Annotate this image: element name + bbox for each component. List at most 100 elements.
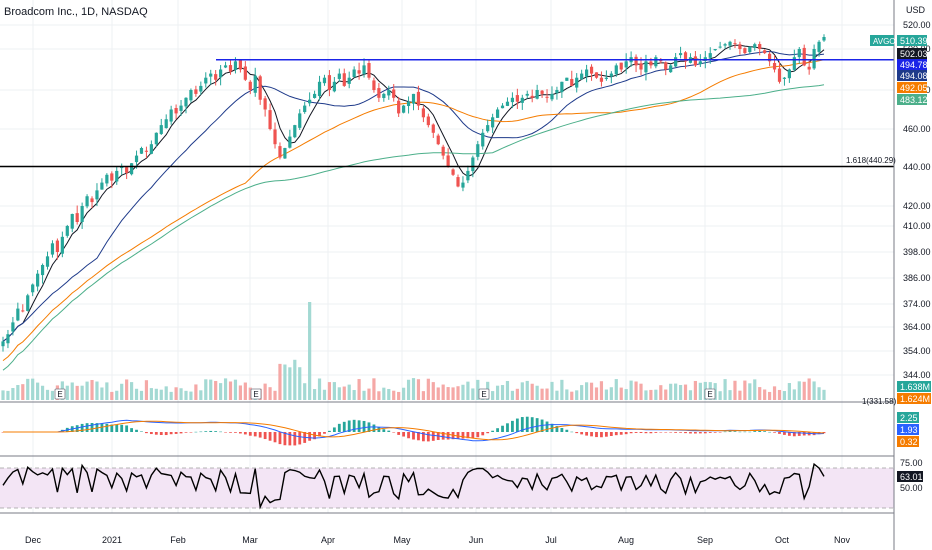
x-tick-label: Nov <box>834 535 851 545</box>
volume-bar <box>456 386 460 400</box>
candle-body <box>110 173 114 181</box>
macd-histogram-bar <box>560 427 564 432</box>
candle-body <box>520 97 524 103</box>
volume-bar <box>792 389 796 400</box>
candle-body <box>293 125 297 138</box>
volume-bar <box>139 390 144 400</box>
volume-bar <box>90 379 94 400</box>
candle-body <box>743 48 747 54</box>
macd-histogram-bar <box>733 431 737 432</box>
volume-bar <box>174 387 178 400</box>
candle-body <box>80 206 84 223</box>
y-tick-label: 420.00 <box>903 201 931 211</box>
candle-body <box>619 62 623 70</box>
macd-histogram-bar <box>773 432 776 433</box>
macd-histogram-bar <box>743 431 747 433</box>
volume-bar <box>75 385 79 400</box>
volume-bar <box>654 389 658 400</box>
volume-bar <box>589 382 594 400</box>
macd-histogram-bar <box>159 432 163 435</box>
candle-body <box>669 65 673 73</box>
volume-bar <box>352 390 356 400</box>
volume-bar <box>100 387 104 400</box>
candle-body <box>486 125 490 132</box>
macd-histogram-bar <box>273 432 277 443</box>
volume-bar <box>377 391 381 400</box>
volume-bar <box>723 379 727 400</box>
macd-histogram-bar <box>234 432 237 433</box>
candle-body <box>649 61 653 66</box>
candle-body <box>317 81 322 97</box>
candle-body <box>763 50 767 54</box>
volume-bar <box>303 383 307 400</box>
price-badge: 494.78 <box>900 60 928 70</box>
volume-bar <box>402 387 406 400</box>
candle-body <box>753 44 757 48</box>
candle-body <box>525 93 529 96</box>
price-badge: 502.03 <box>900 49 928 59</box>
price-badge: 494.08 <box>900 71 928 81</box>
candle-body <box>772 62 777 70</box>
candle-body <box>6 334 10 344</box>
volume-bar <box>263 383 267 400</box>
candle-body <box>337 73 341 79</box>
volume-bar <box>446 387 450 400</box>
candle-body <box>402 105 406 113</box>
macd-histogram-bar <box>456 432 460 439</box>
macd-histogram-bar <box>313 432 316 440</box>
fib-1618-label: 1.618(440.29) <box>846 156 896 165</box>
macd-histogram-bar <box>792 432 796 437</box>
volume-bar <box>149 388 153 400</box>
macd-histogram-bar <box>219 431 223 433</box>
macd-histogram-bar <box>614 432 618 436</box>
candle-body <box>406 101 411 106</box>
ma-20 <box>2 50 825 342</box>
volume-bar <box>293 359 297 400</box>
macd-histogram-bar <box>575 432 579 434</box>
x-tick-label: Jun <box>469 535 484 545</box>
macd-histogram-bar <box>323 432 326 434</box>
macd-histogram-bar <box>110 424 114 432</box>
volume-bar <box>397 391 401 400</box>
volume-bar <box>189 391 193 400</box>
volume-bar <box>357 379 361 400</box>
candle-body <box>214 74 218 80</box>
macd-histogram-bar <box>674 432 678 433</box>
volume-bar <box>743 380 747 400</box>
volume-bar <box>288 367 292 400</box>
macd-histogram-bar <box>723 431 727 433</box>
price-badge: 492.05 <box>900 83 928 93</box>
volume-bar <box>337 387 341 400</box>
volume-bar <box>733 380 737 400</box>
volume-bar <box>80 385 84 400</box>
candle-body <box>560 81 564 93</box>
volume-bar <box>367 388 371 400</box>
volume-bar <box>659 385 663 400</box>
volume-bar <box>129 382 134 400</box>
volume-bar <box>649 389 653 400</box>
candle-body <box>540 90 544 94</box>
volume-bar <box>115 390 119 400</box>
earnings-marker <box>704 388 716 400</box>
macd-badge-bg-2 <box>897 424 919 435</box>
volume-bar <box>822 389 826 400</box>
macd-histogram-bar <box>570 431 574 433</box>
candle-body <box>347 77 351 84</box>
chart-title: Broadcom Inc., 1D, NASDAQ <box>4 6 148 18</box>
rsi-line <box>2 462 825 510</box>
candle-body <box>258 76 262 100</box>
volume-bar <box>154 388 158 400</box>
macd-histogram-bar <box>293 432 297 446</box>
candle-body <box>174 108 178 114</box>
candle-body <box>466 170 470 181</box>
volume-bar <box>382 387 386 400</box>
candle-body <box>223 65 228 68</box>
fib-1-label: 1(331.58) <box>862 397 897 406</box>
macd-histogram-bar <box>515 418 519 432</box>
candle-body <box>589 66 594 74</box>
candle-body <box>550 93 554 100</box>
candle-body <box>530 95 534 98</box>
volume-bar <box>777 389 782 400</box>
levels <box>0 58 894 168</box>
